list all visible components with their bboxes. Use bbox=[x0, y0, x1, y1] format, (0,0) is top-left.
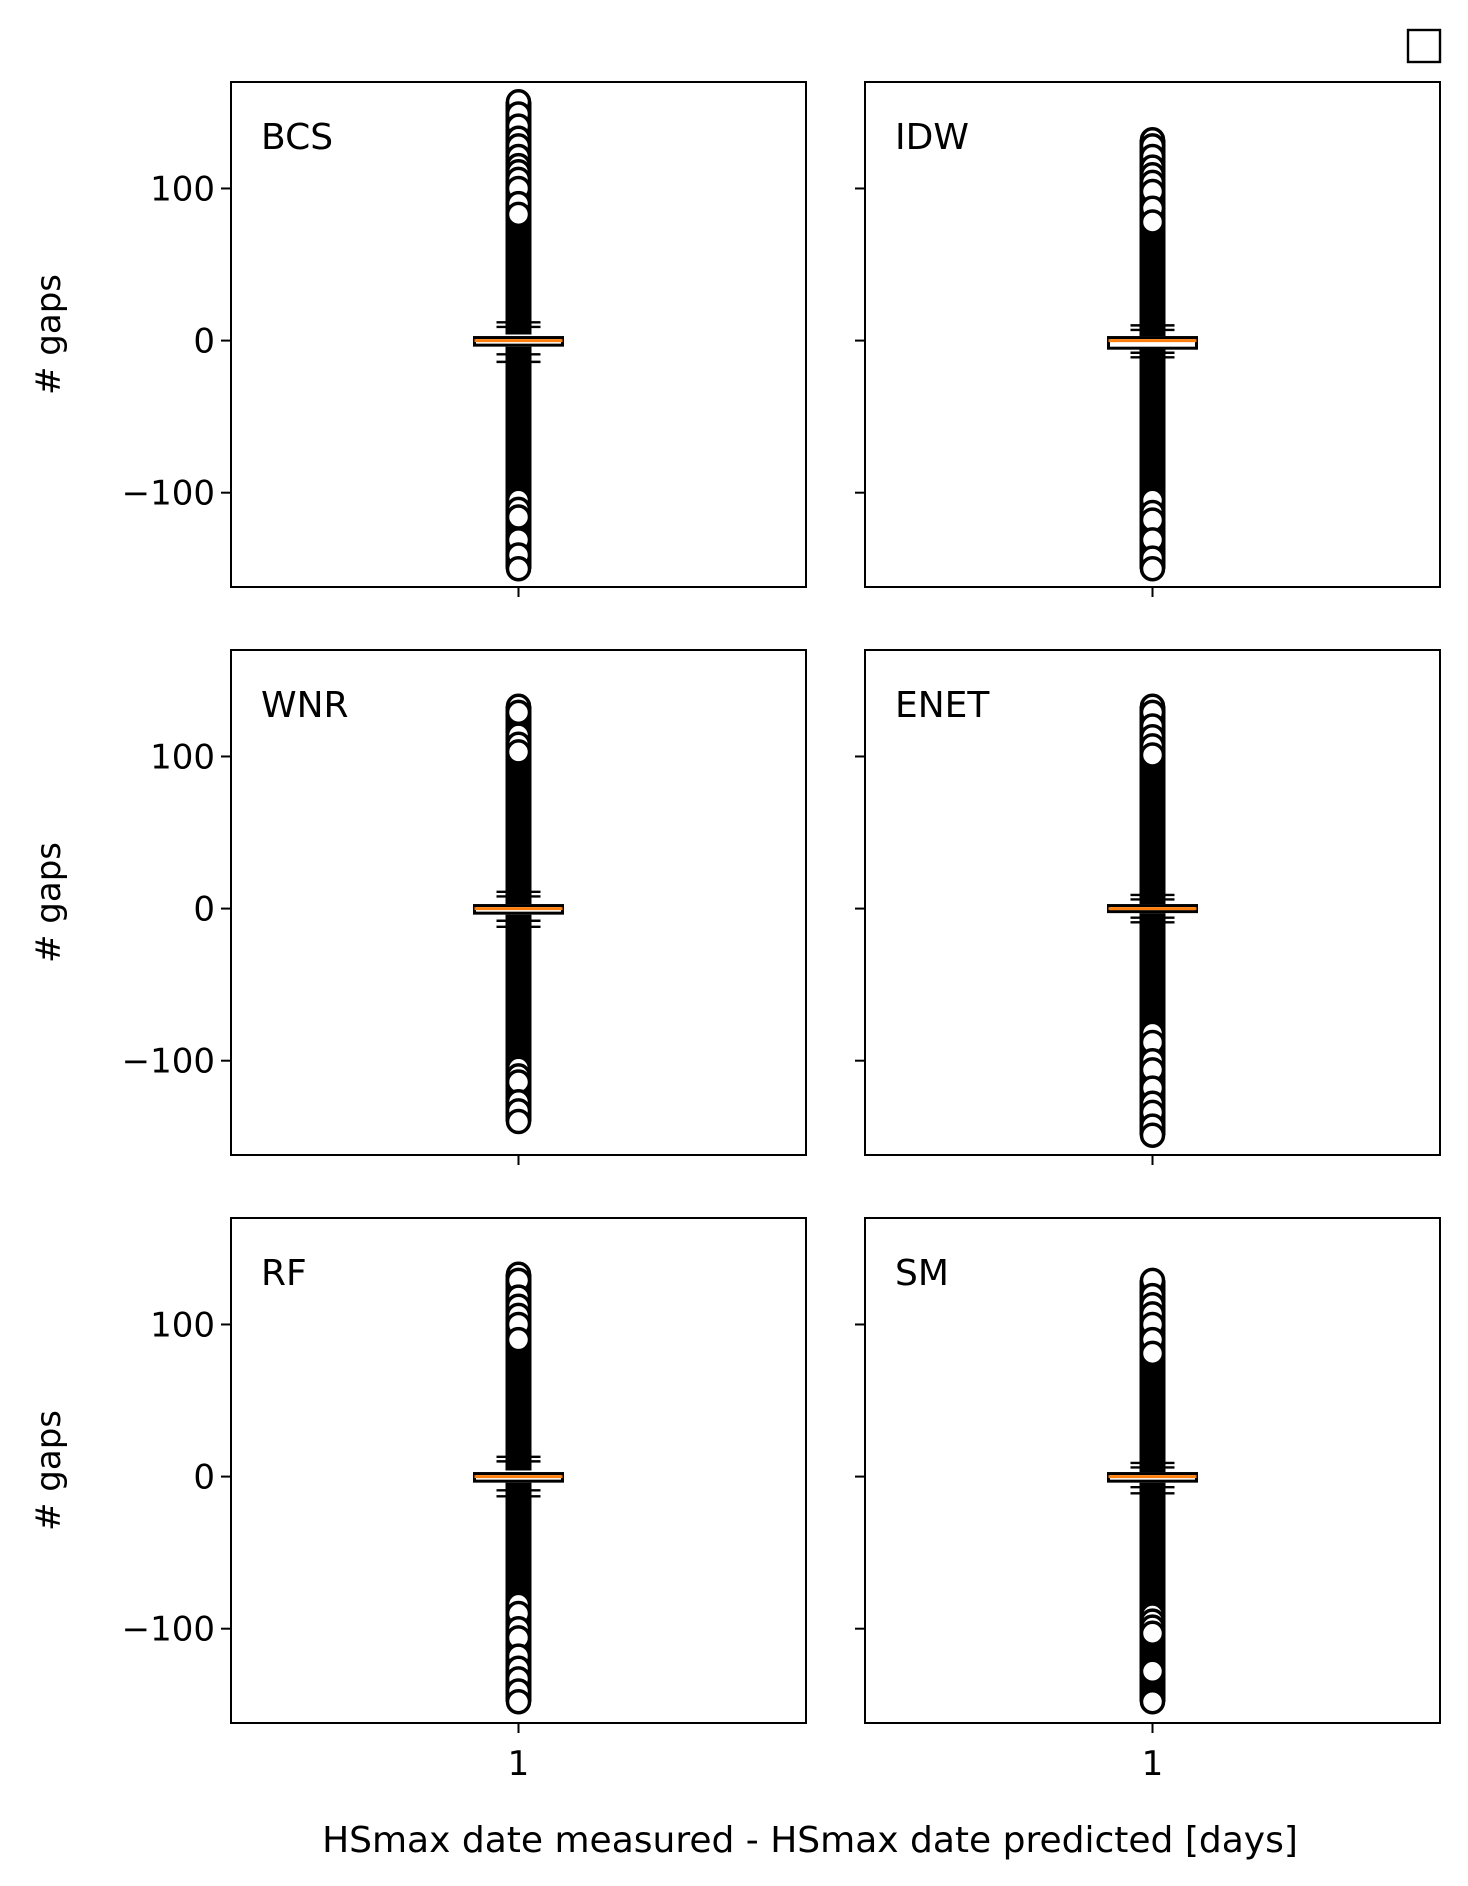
box bbox=[1107, 336, 1198, 350]
flier-point bbox=[505, 1326, 532, 1353]
panel-label: RF bbox=[261, 1253, 307, 1294]
panel-bcs: 100 0 −100 # gaps BCS bbox=[29, 81, 807, 597]
y-tick-label: 100 bbox=[150, 169, 215, 209]
y-tick-label: 0 bbox=[193, 322, 215, 362]
y-tick-label: 0 bbox=[193, 890, 215, 930]
y-axis-label: # gaps bbox=[29, 842, 69, 963]
y-tick-label: −100 bbox=[122, 1042, 215, 1082]
x-tick-label: 1 bbox=[1142, 1744, 1164, 1784]
flier-point bbox=[505, 201, 532, 228]
panel-sm: 1 SM bbox=[855, 1217, 1441, 1784]
flier-point bbox=[1139, 1620, 1166, 1647]
panel-wnr: 100 0 −100 # gaps WNR bbox=[29, 649, 807, 1165]
y-axis-label: # gaps bbox=[29, 274, 69, 395]
flier-point bbox=[1139, 1340, 1166, 1367]
panel-label: IDW bbox=[895, 117, 969, 158]
panel-label: SM bbox=[895, 1253, 949, 1294]
x-tick-label: 1 bbox=[508, 1744, 530, 1784]
flier-point bbox=[1139, 1658, 1166, 1685]
flier-point bbox=[1139, 209, 1166, 235]
flier-point bbox=[505, 1108, 532, 1135]
flier-point bbox=[505, 739, 532, 765]
flier-point bbox=[1139, 555, 1166, 582]
flier-point bbox=[505, 1688, 532, 1715]
panel-enet: ENET bbox=[855, 649, 1441, 1165]
y-tick-label: 100 bbox=[150, 737, 215, 777]
panel-rf: 100 0 −100 1 # gaps RF bbox=[29, 1217, 807, 1784]
flier-point bbox=[505, 504, 532, 530]
y-axis-label: # gaps bbox=[29, 1410, 69, 1531]
panel-label: WNR bbox=[261, 685, 349, 726]
flier-point bbox=[505, 555, 532, 582]
flier-point bbox=[505, 699, 532, 726]
panel-label: BCS bbox=[261, 117, 333, 158]
panels: 100 0 −100 # gaps BCS IDW 100 0 −100 # gaps WNR ENE… bbox=[29, 81, 1441, 1784]
flier-point bbox=[1139, 742, 1166, 768]
panel-label: ENET bbox=[895, 685, 990, 726]
flier-point bbox=[1139, 1688, 1166, 1715]
panel-idw: IDW bbox=[855, 81, 1441, 597]
y-tick-label: 0 bbox=[193, 1458, 215, 1498]
flier-point bbox=[1139, 1122, 1166, 1148]
x-axis-label: HSmax date measured - HSmax date predict… bbox=[322, 1820, 1298, 1861]
legend-box-icon bbox=[1406, 28, 1442, 64]
y-tick-label: −100 bbox=[122, 474, 215, 514]
y-tick-label: −100 bbox=[122, 1610, 215, 1650]
y-tick-label: 100 bbox=[150, 1305, 215, 1345]
